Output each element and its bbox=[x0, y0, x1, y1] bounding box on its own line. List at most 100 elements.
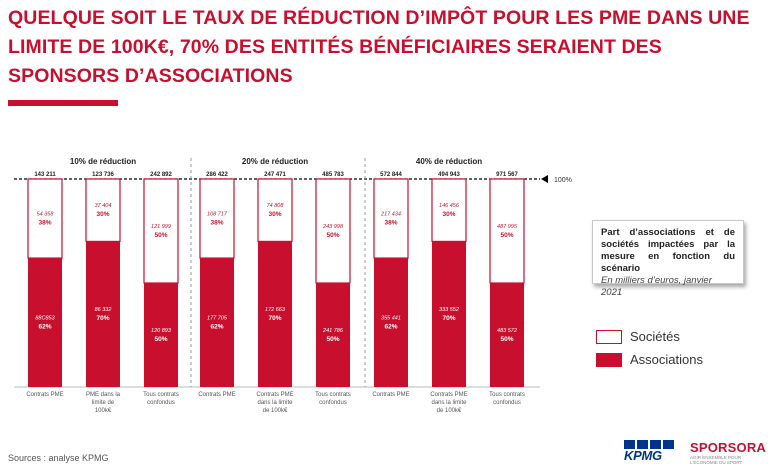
legend-swatch-societes bbox=[596, 329, 622, 344]
page-title: QUELQUE SOIT LE TAUX DE RÉDUCTION D’IMPÔ… bbox=[8, 4, 758, 91]
legend-label-societes: Sociétés bbox=[630, 329, 680, 344]
category-tick-label: dans la limite bbox=[257, 400, 293, 406]
data-label-societes-pct: 50% bbox=[500, 232, 513, 239]
bar-segment-associations bbox=[28, 258, 62, 387]
data-label-societes-pct: 38% bbox=[384, 220, 397, 227]
bar-segment-associations bbox=[200, 258, 234, 387]
category-tick-label: Contrats PME bbox=[430, 392, 467, 398]
category-tick-label: confondus bbox=[147, 400, 175, 406]
data-label-societes-pct: 38% bbox=[38, 220, 51, 227]
data-label-societes-pct: 30% bbox=[96, 211, 109, 218]
group-label: 40% de réduction bbox=[416, 157, 482, 166]
legend-item-societes: Sociétés bbox=[596, 329, 680, 344]
category-tick-label: Contrats PME bbox=[198, 392, 235, 398]
reference-label: 100% bbox=[554, 177, 572, 184]
data-label-associations-value: 241 786 bbox=[322, 328, 344, 334]
data-label-societes-value: 108 717 bbox=[207, 212, 228, 218]
bar-total-label: 247 471 bbox=[264, 172, 286, 178]
data-label-societes-value: 217 434 bbox=[380, 212, 401, 218]
title-line-2: LIMITE DE 100K€, 70% DES ENTITÉS BÉNÉFIC… bbox=[8, 36, 662, 58]
data-label-associations-value: 177 705 bbox=[207, 316, 228, 322]
bar-total-label: 572 844 bbox=[380, 172, 402, 178]
data-label-societes-value: 121 999 bbox=[151, 224, 171, 230]
bar-segment-societes bbox=[85, 178, 121, 243]
bar-segment-associations bbox=[490, 283, 524, 387]
data-label-societes-pct: 38% bbox=[210, 220, 223, 227]
data-label-societes-pct: 50% bbox=[326, 232, 339, 239]
legend-description: Part d’associations et de sociétés impac… bbox=[601, 227, 735, 274]
kpmg-logo: KPMG bbox=[624, 440, 676, 466]
sporsora-logo-tagline: Agir ensemble pour l'économie du sport bbox=[690, 455, 743, 465]
sporsora-logo-text: SPORSORA bbox=[690, 440, 767, 455]
data-label-associations-value: 86 332 bbox=[95, 307, 112, 313]
legend-item-associations: Associations bbox=[596, 352, 703, 367]
category-tick-label: dans la limite bbox=[431, 400, 467, 406]
data-label-associations-pct: 62% bbox=[384, 324, 397, 331]
data-label-associations-pct: 70% bbox=[442, 315, 455, 322]
data-label-associations-pct: 50% bbox=[500, 336, 513, 343]
category-tick-label: de 100k€ bbox=[437, 408, 462, 414]
bar-segment-associations bbox=[144, 283, 178, 387]
bar-segment-societes bbox=[199, 178, 235, 259]
category-tick-label: limite de bbox=[92, 400, 115, 406]
data-label-societes-pct: 50% bbox=[154, 232, 167, 239]
group-label: 20% de réduction bbox=[242, 157, 308, 166]
reference-arrow-icon bbox=[541, 175, 548, 183]
bar-segment-societes bbox=[373, 178, 409, 259]
title-line-1: QUELQUE SOIT LE TAUX DE RÉDUCTION D’IMPÔ… bbox=[8, 7, 750, 29]
category-tick-label: confondus bbox=[493, 400, 521, 406]
bar-segment-associations bbox=[316, 283, 350, 387]
bar-segment-societes bbox=[315, 178, 351, 284]
data-label-associations-value: 120 893 bbox=[151, 328, 172, 334]
data-label-societes-pct: 30% bbox=[442, 211, 455, 218]
legend-label-associations: Associations bbox=[630, 352, 703, 367]
category-tick-label: Tous contrats bbox=[489, 392, 525, 398]
data-label-societes-value: 146 456 bbox=[439, 203, 460, 209]
data-label-associations-value: 355 441 bbox=[381, 316, 401, 322]
stacked-bar-chart: 100% 10% de réduction 143 211 54 358 38% 88C8… bbox=[14, 157, 572, 414]
data-label-associations-pct: 70% bbox=[268, 315, 281, 322]
data-label-associations-value: 483 572 bbox=[497, 328, 517, 334]
bar-total-label: 971 567 bbox=[496, 172, 518, 178]
kpmg-logo-boxes bbox=[624, 440, 676, 449]
data-label-societes-value: 243 998 bbox=[322, 224, 344, 230]
bar-total-label: 286 422 bbox=[206, 172, 228, 178]
data-label-associations-pct: 62% bbox=[38, 324, 51, 331]
bar-segment-associations bbox=[432, 241, 466, 387]
bar-total-label: 123 736 bbox=[92, 172, 114, 178]
bar-segment-associations bbox=[258, 241, 292, 387]
legend-swatch-associations bbox=[596, 352, 622, 367]
bar-segment-societes bbox=[431, 178, 467, 243]
category-tick-label: Contrats PME bbox=[26, 392, 63, 398]
category-tick-label: PME dans la bbox=[86, 392, 121, 398]
category-tick-label: Tous contrats bbox=[315, 392, 351, 398]
category-tick-label: 100k€ bbox=[95, 408, 112, 414]
source-note: Sources : analyse KPMG bbox=[8, 453, 109, 463]
bar-total-label: 494 943 bbox=[438, 172, 460, 178]
category-tick-label: confondus bbox=[319, 400, 347, 406]
bar-segment-societes bbox=[489, 178, 525, 284]
category-tick-label: Tous contrats bbox=[143, 392, 179, 398]
group-label: 10% de réduction bbox=[70, 157, 136, 166]
data-label-associations-value: 88C853 bbox=[35, 316, 55, 322]
data-label-societes-value: 54 358 bbox=[37, 212, 55, 218]
category-tick-label: de 100k€ bbox=[263, 408, 288, 414]
sporsora-logo: SPORSORA Agir ensemble pour l'économie d… bbox=[690, 440, 767, 466]
data-label-associations-pct: 62% bbox=[210, 324, 223, 331]
bar-total-label: 242 892 bbox=[150, 172, 172, 178]
title-accent-bar bbox=[8, 100, 118, 106]
data-label-associations-pct: 50% bbox=[154, 336, 167, 343]
kpmg-logo-text: KPMG bbox=[624, 448, 662, 463]
data-label-associations-value: 172 663 bbox=[265, 307, 286, 313]
bar-segment-associations bbox=[374, 258, 408, 387]
bar-total-label: 485 783 bbox=[322, 172, 344, 178]
data-label-associations-pct: 50% bbox=[326, 336, 339, 343]
category-tick-label: Contrats PME bbox=[256, 392, 293, 398]
category-tick-label: Contrats PME bbox=[372, 392, 409, 398]
legend-unit-note: En milliers d’euros, janvier 2021 bbox=[601, 275, 712, 298]
title-line-3: SPONSORS D’ASSOCIATIONS bbox=[8, 65, 293, 87]
bar-segment-societes bbox=[257, 178, 293, 243]
data-label-societes-pct: 30% bbox=[268, 211, 281, 218]
bar-segment-societes bbox=[27, 178, 63, 259]
bar-total-label: 143 211 bbox=[34, 172, 56, 178]
